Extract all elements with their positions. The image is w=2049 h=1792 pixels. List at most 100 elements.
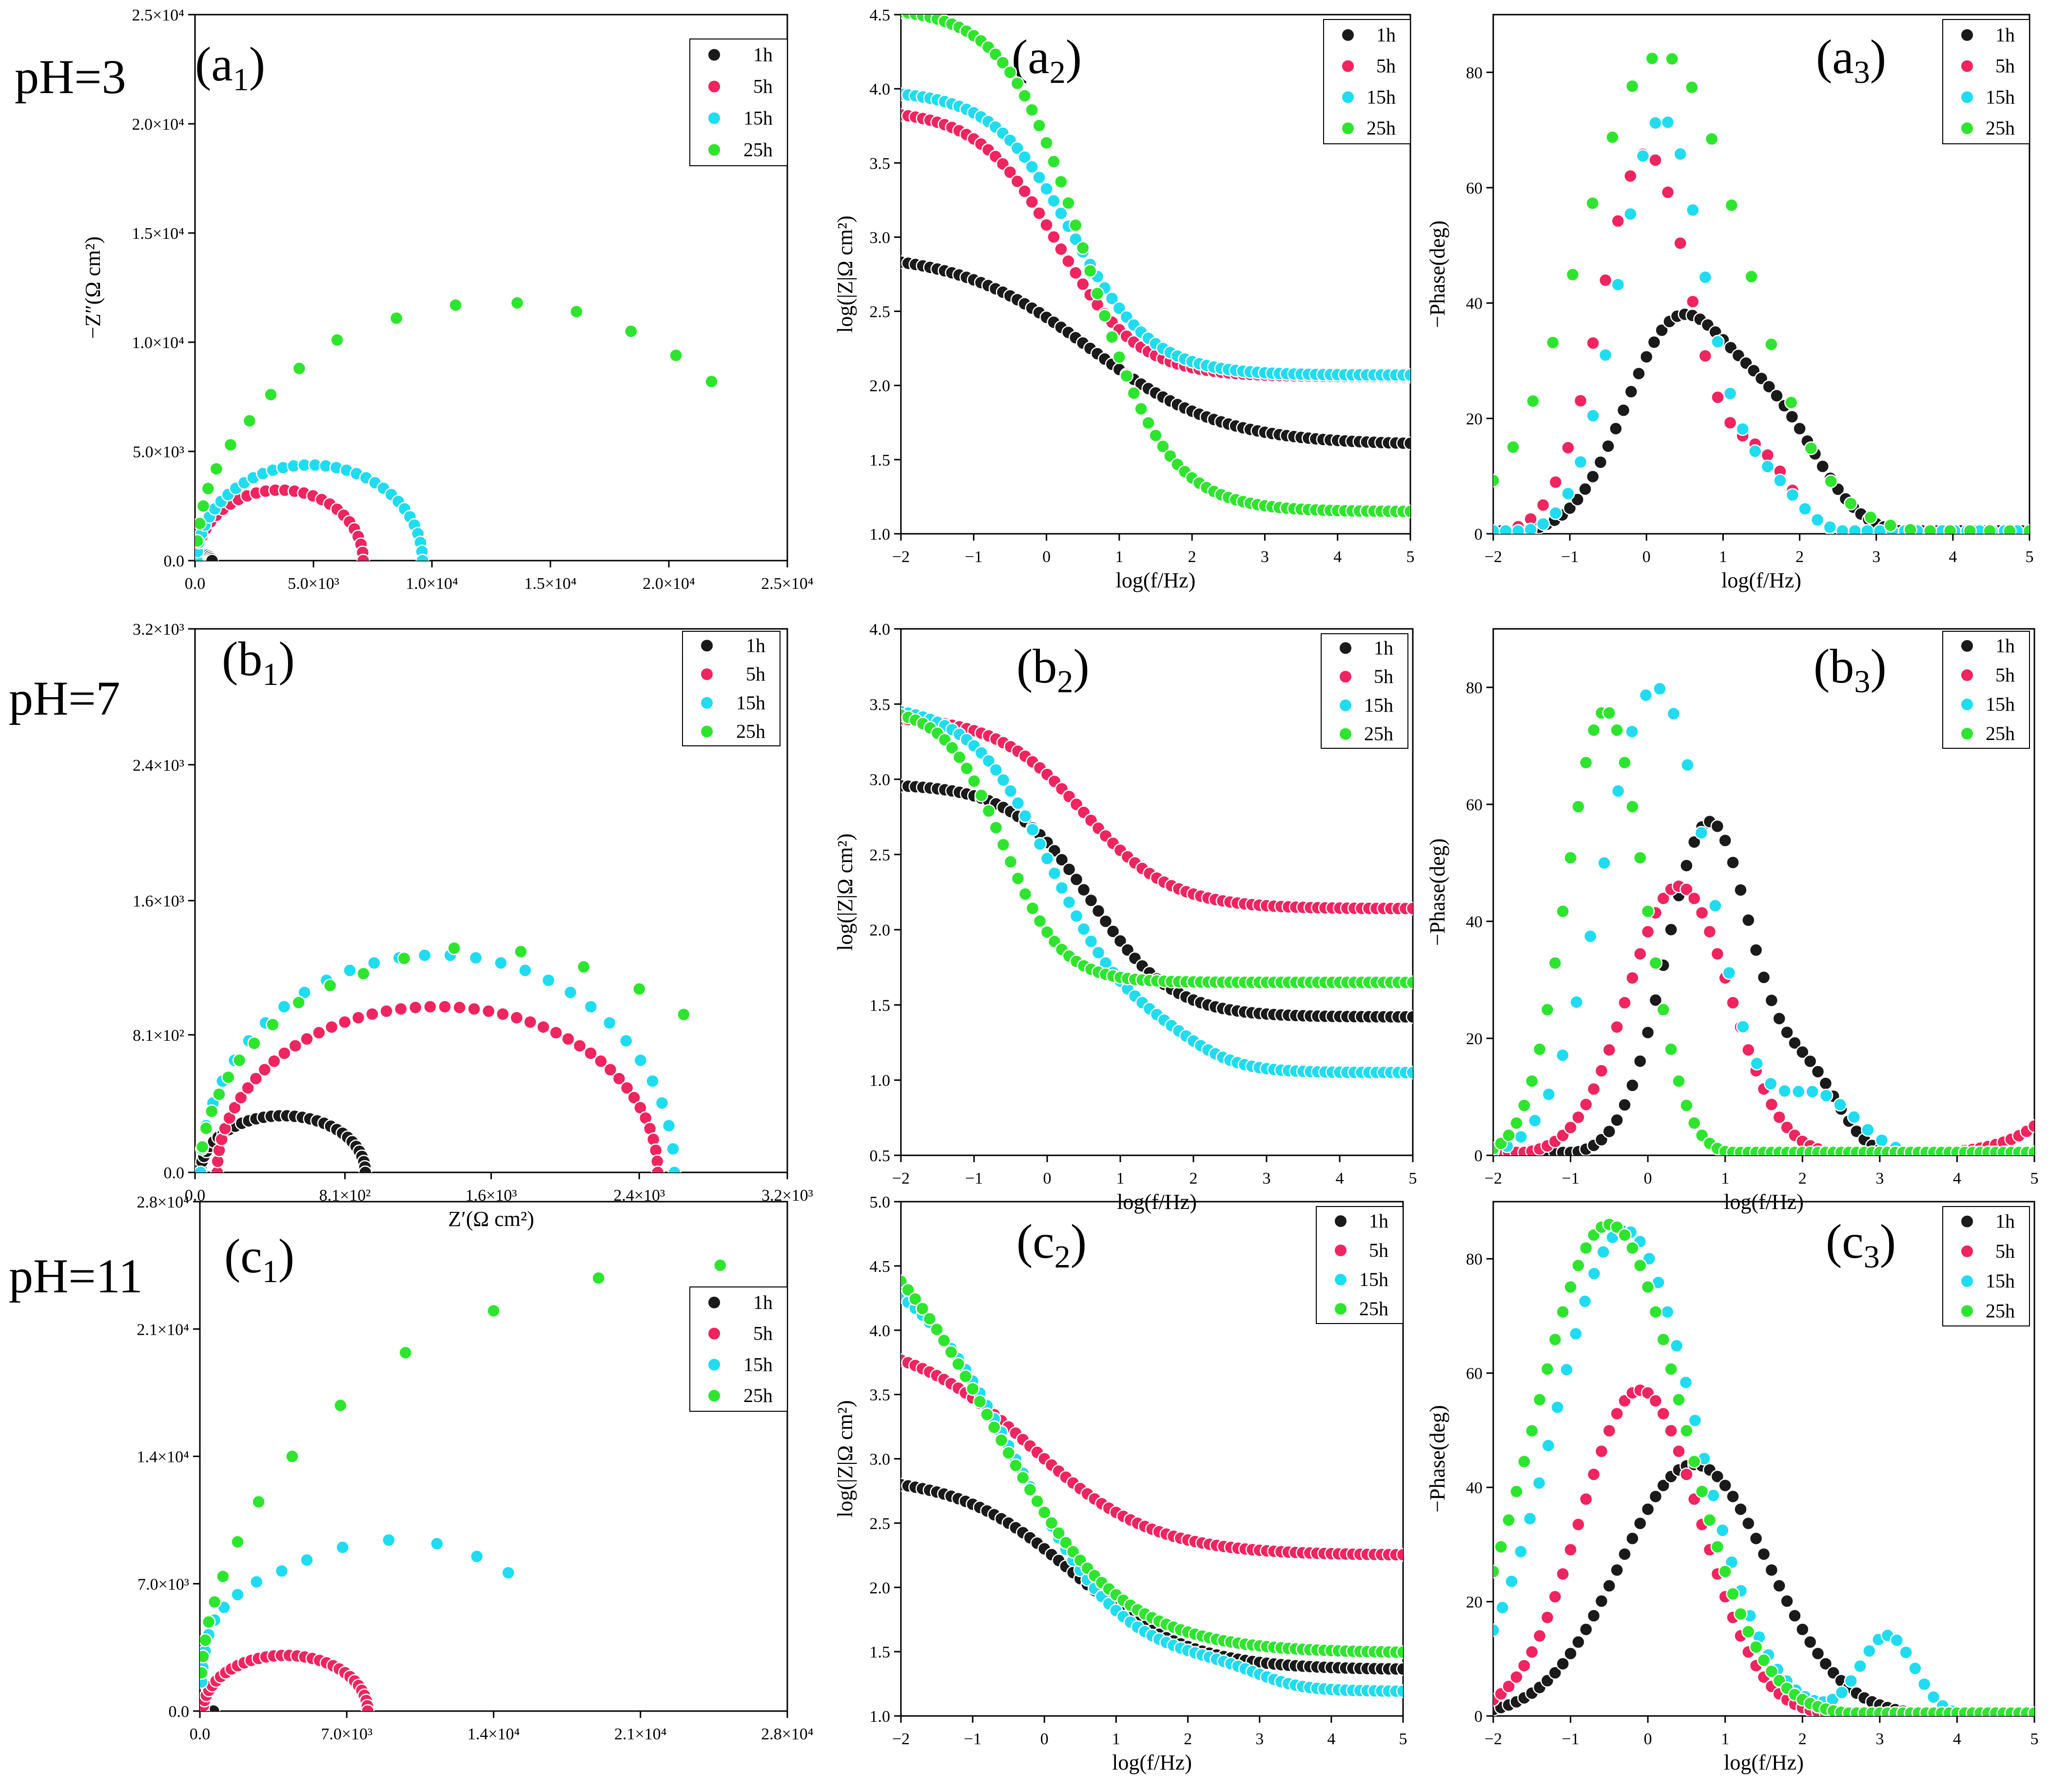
point-5h (603, 1063, 618, 1077)
point-5h (1571, 1110, 1585, 1125)
point-25h (1030, 1494, 1044, 1508)
point-15h (1860, 524, 1874, 534)
legend-a2: 1h 5h 15h 25h (1323, 19, 1411, 144)
y-tick-label: 4.0 (870, 621, 891, 639)
row-label-ph7: pH=7 (9, 671, 120, 725)
point-5h (241, 1081, 255, 1095)
point-1h (358, 1165, 372, 1172)
legend-marker-5h (1339, 670, 1352, 684)
legend-label-5h: 5h (753, 76, 773, 97)
point-5h (1540, 1610, 1555, 1625)
y-tick-label: 0 (1474, 1708, 1483, 1726)
point-25h (1083, 264, 1097, 278)
y-tick-label: 60 (1466, 1365, 1483, 1383)
x-tick-label: −1 (965, 1169, 983, 1188)
point-5h (423, 999, 437, 1014)
point-1h (1396, 1662, 1403, 1676)
x-tick-label: 4 (1949, 548, 1957, 566)
legend-marker-1h (1341, 28, 1355, 42)
point-25h (1618, 756, 1632, 770)
point-25h (1548, 1332, 1562, 1347)
plot-frame-a3 (1492, 14, 2030, 535)
point-25h (1493, 1564, 1501, 1578)
point-5h (1664, 1423, 1678, 1438)
legend-marker-15h (1960, 698, 1974, 711)
x-tick-label: 1.4×10⁴ (468, 1725, 520, 1743)
point-15h (1536, 517, 1550, 531)
point-15h (1548, 506, 1563, 520)
point-25h (1556, 1305, 1570, 1319)
point-1h (1609, 422, 1623, 436)
point-5h (351, 1011, 366, 1025)
point-25h (1025, 103, 1039, 117)
point-25h (980, 1407, 994, 1422)
point-25h (1702, 1513, 1717, 1527)
point-1h (1793, 422, 1807, 436)
point-15h (1040, 851, 1054, 866)
point-15h (1899, 1645, 1913, 1659)
point-5h (1573, 393, 1588, 408)
point-1h (1656, 1478, 1671, 1493)
point-15h (1853, 1659, 1867, 1674)
point-1h (1803, 1054, 1817, 1069)
point-1h (1815, 459, 1830, 473)
x-tick-label: 2 (1184, 1730, 1192, 1748)
point-25h (1525, 1074, 1539, 1088)
y-tick-label: 2.5×10⁴ (132, 6, 184, 24)
point-5h (2027, 1119, 2034, 1133)
y-tick-label: 8.1×10² (133, 1027, 184, 1045)
point-25h (713, 1258, 727, 1272)
point-5h (249, 1071, 263, 1086)
y-tick-label: 4.5 (870, 6, 891, 24)
y-axis-label: −Phase(deg) (1425, 220, 1449, 328)
panel-c2: −2 −1 0 1 2 3 4 5 1.0 1.5 2.0 2.5 3.0 3.5 4.0 4.5 5.0 log… (833, 1193, 1407, 1774)
point-1h (1655, 323, 1669, 337)
point-1h (1718, 1478, 1732, 1493)
x-tick-label: −2 (892, 1169, 910, 1188)
legend-label-25h: 25h (1366, 117, 1396, 139)
legend-marker-1h (1960, 1214, 1974, 1228)
point-25h (987, 1420, 1001, 1435)
point-25h (1506, 440, 1520, 454)
point-5h (1594, 1444, 1609, 1459)
panel-b3: −2 −1 0 1 2 3 4 5020406080log(f/Hz)−Phase(deg)(… (1425, 628, 2039, 1214)
point-1h (1403, 436, 1410, 450)
point-25h (221, 1070, 235, 1085)
point-5h (1594, 1064, 1609, 1078)
x-tick-label: −1 (965, 548, 982, 566)
point-25h (204, 1104, 219, 1118)
point-15h (1018, 809, 1033, 823)
x-tick-label: 4 (1953, 1730, 1961, 1748)
point-25h (1679, 1098, 1694, 1112)
point-25h (231, 1535, 245, 1549)
legend-box (1321, 633, 1408, 749)
y-tick-label: 0 (1474, 1147, 1483, 1165)
y-tick-label: 0.0 (164, 552, 185, 570)
point-5h (1548, 475, 1563, 489)
y-tick-label: 0.0 (169, 1703, 190, 1721)
point-25h (1011, 871, 1025, 886)
y-tick-label: 40 (1466, 913, 1483, 931)
y-tick-label: 0.5 (870, 1147, 891, 1165)
point-15h (1835, 524, 1850, 534)
point-15h (1611, 277, 1625, 292)
point-15h (231, 1587, 245, 1602)
point-25h (1037, 1505, 1052, 1519)
point-1h (1772, 1578, 1786, 1593)
point-1h (1647, 335, 1661, 350)
point-1h (1785, 409, 1799, 424)
point-25h (195, 516, 207, 531)
point-15h (1069, 909, 1084, 923)
panel-title-c2: (c2) (1016, 1214, 1087, 1275)
point-1h (1710, 819, 1725, 834)
point-1h (1780, 1025, 1794, 1039)
point-5h (1525, 1645, 1539, 1659)
point-1h (1710, 1469, 1725, 1484)
point-25h (1532, 1042, 1547, 1056)
point-25h (1565, 268, 1580, 282)
y-tick-label: 5.0×10³ (133, 443, 184, 461)
legend-marker-15h (707, 111, 721, 125)
point-15h (1686, 203, 1700, 217)
point-5h (1061, 254, 1075, 268)
point-1h (1610, 1563, 1624, 1577)
